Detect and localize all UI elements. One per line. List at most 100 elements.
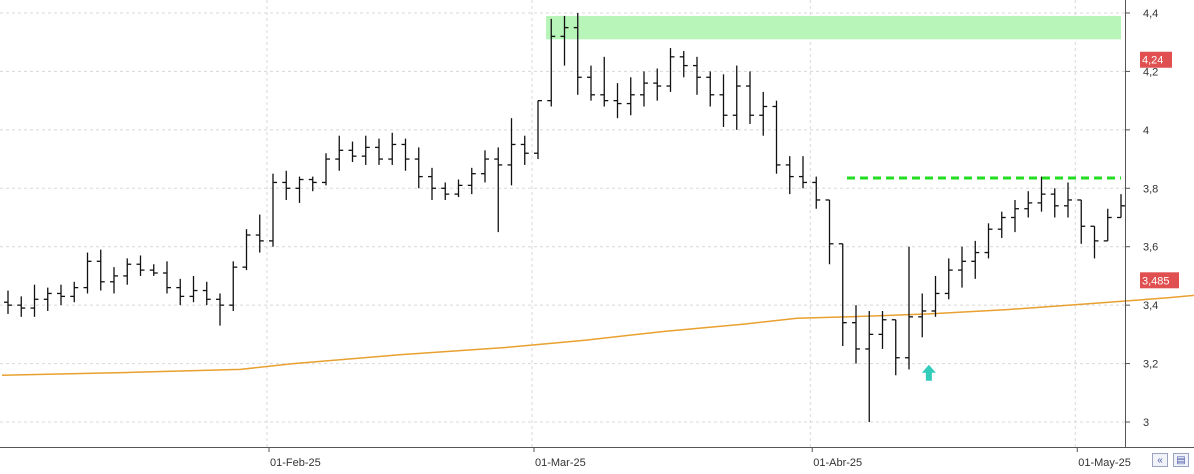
ohlc-bar bbox=[1011, 199, 1019, 233]
ohlc-bar bbox=[587, 65, 595, 101]
ohlc-bar bbox=[176, 278, 185, 306]
x-tick-label: 01-Mar-25 bbox=[535, 457, 586, 469]
resistance-zone bbox=[546, 15, 1121, 40]
ohlc-bar bbox=[43, 287, 52, 311]
ohlc-bar bbox=[891, 319, 900, 376]
ohlc-bar bbox=[1103, 208, 1112, 242]
ohlc-bar bbox=[348, 141, 357, 162]
ohlc-bar bbox=[4, 290, 12, 314]
y-tick-label: 3,8 bbox=[1143, 183, 1158, 195]
ohlc-bar bbox=[414, 147, 423, 189]
ohlc-bar bbox=[83, 252, 92, 294]
ohlc-bar bbox=[971, 240, 980, 279]
ohlc-bar bbox=[428, 167, 436, 200]
price-badge bbox=[1140, 51, 1172, 68]
ohlc-bar bbox=[653, 68, 662, 101]
ohlc-bar bbox=[216, 293, 224, 326]
grid bbox=[0, 0, 1125, 447]
ohlc-bar bbox=[878, 310, 887, 349]
moving-average-layer bbox=[1, 294, 1194, 377]
ohlc-bar bbox=[1024, 191, 1033, 218]
ohlc-bar bbox=[282, 170, 291, 200]
ohlc-bar bbox=[507, 118, 516, 186]
ohlc-bar bbox=[295, 176, 304, 203]
ohlc-bar bbox=[772, 100, 781, 174]
ohlc-bar bbox=[255, 214, 264, 253]
ohlc-bar bbox=[136, 255, 145, 276]
ohlc-bar bbox=[918, 293, 927, 338]
ohlc-bar bbox=[401, 138, 410, 171]
y-tick-label: 3,6 bbox=[1143, 242, 1158, 254]
ohlc-bar bbox=[335, 135, 344, 171]
ohlc-bar bbox=[454, 179, 463, 198]
ohlc-bar bbox=[17, 296, 26, 317]
ohlc-bar bbox=[865, 310, 874, 422]
ohlc-bar bbox=[520, 135, 529, 165]
ohlc-bar bbox=[242, 229, 251, 271]
ohlc-bar bbox=[905, 246, 913, 370]
ohlc-bar bbox=[481, 150, 489, 183]
ohlc-bar bbox=[388, 132, 397, 165]
ohlc-bar bbox=[984, 223, 993, 259]
ohlc-bar bbox=[467, 167, 476, 195]
ohlc-bar bbox=[785, 156, 794, 195]
ohlc-bar bbox=[494, 147, 503, 233]
ohlc-bar bbox=[322, 153, 330, 186]
ohlc-bar bbox=[1050, 188, 1059, 218]
y-tick-label: 3,2 bbox=[1143, 359, 1158, 371]
ohlc-bar bbox=[149, 264, 158, 276]
save-icon[interactable]: ▤ bbox=[1173, 453, 1189, 467]
ohlc-bar bbox=[57, 284, 65, 306]
ohlc-bar bbox=[825, 199, 834, 265]
ohlc-bar bbox=[1117, 194, 1125, 219]
ohlc-bar bbox=[719, 74, 728, 127]
ohlc-bar bbox=[679, 50, 688, 78]
ohlc-bar bbox=[732, 65, 741, 130]
ohlc-bar bbox=[308, 176, 317, 192]
ohlc-bar bbox=[163, 261, 171, 294]
ohlc-bar bbox=[70, 281, 79, 303]
ohlc-bar bbox=[189, 275, 198, 303]
x-tick-label: 01-May-25 bbox=[1078, 457, 1131, 469]
y-tick-label: 4 bbox=[1143, 125, 1149, 137]
resistance-zone-rect bbox=[546, 15, 1121, 40]
ohlc-bar bbox=[944, 258, 953, 300]
ohlc-bar bbox=[852, 305, 860, 364]
ohlc-bar bbox=[600, 56, 609, 107]
moving-average-line bbox=[1, 294, 1194, 377]
price-badge-label: 3,485 bbox=[1142, 275, 1170, 287]
ohlc-bar bbox=[1077, 199, 1086, 244]
scroll-back-button[interactable]: « bbox=[1152, 453, 1168, 467]
ohlc-bar bbox=[1037, 176, 1046, 212]
y-tick-label: 4,4 bbox=[1143, 8, 1158, 20]
ohlc-bar bbox=[931, 275, 940, 317]
signals-layer bbox=[921, 364, 936, 381]
ohlc-bar bbox=[560, 15, 569, 66]
ohlc-bar bbox=[202, 281, 211, 306]
ohlc-bar bbox=[958, 246, 966, 288]
ohlc-bar bbox=[759, 91, 768, 136]
ohlc-bar bbox=[812, 176, 821, 209]
ohlc-bar bbox=[1064, 182, 1072, 218]
x-tick-label: 01-Abr-25 bbox=[813, 457, 862, 469]
ohlc-bar bbox=[573, 13, 582, 95]
ohlc-bar bbox=[997, 211, 1006, 238]
ohlc-bar bbox=[96, 249, 105, 291]
ohlc-bar bbox=[30, 284, 39, 317]
price-badge bbox=[1140, 272, 1179, 289]
ohlc-bar bbox=[838, 243, 847, 347]
ohlc-bar bbox=[706, 71, 715, 107]
ohlc-bar bbox=[666, 48, 675, 92]
price-badge-label: 4,24 bbox=[1142, 55, 1163, 67]
ohlc-bar bbox=[269, 173, 277, 247]
ohlc-bar bbox=[640, 71, 648, 107]
ohlc-bars bbox=[4, 13, 1125, 422]
ohlc-bar bbox=[229, 261, 238, 311]
ohlc-bar bbox=[799, 156, 807, 189]
x-tick-label: 01-Feb-25 bbox=[270, 457, 321, 469]
ohlc-bar bbox=[110, 267, 118, 294]
ohlc-bar bbox=[375, 138, 383, 165]
